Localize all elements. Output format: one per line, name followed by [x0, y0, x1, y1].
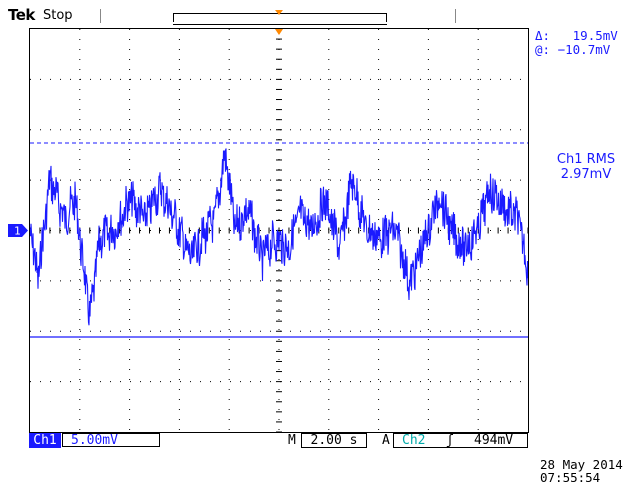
measurement-value: 2.97mV: [560, 167, 612, 182]
timebase-setting[interactable]: 2.00 s: [301, 433, 367, 448]
channel-badge[interactable]: Ch1: [29, 433, 61, 448]
trigger-setting[interactable]: Ch2 ʃ 494mV: [393, 433, 528, 448]
brand-logo: Tek: [8, 6, 35, 24]
trigger-slope-icon: ʃ: [446, 433, 454, 448]
measurement-label: Ch1 RMS: [556, 152, 616, 167]
ch1-waveform-trace: [30, 148, 528, 326]
cursor-delta-value: 19.5mV: [572, 28, 618, 43]
date-text: 28 May 2014: [540, 457, 623, 472]
trigger-prefix: A: [382, 433, 390, 448]
cursor-readout: Δ: 19.5mV @: −10.7mV: [535, 29, 618, 57]
top-tick: [100, 9, 101, 23]
vertical-scale[interactable]: 5.00mV: [62, 433, 160, 448]
acquisition-state: Stop: [43, 8, 73, 23]
waveform-display: [29, 28, 529, 433]
timestamp: 28 May 2014 07:55:54: [540, 458, 623, 484]
cursor-at-value: −10.7mV: [557, 42, 611, 57]
timebase-prefix: M: [288, 433, 296, 448]
cursor-at-label: @:: [535, 42, 551, 57]
scope-graticule-svg: [30, 29, 528, 432]
time-text: 07:55:54: [540, 470, 601, 485]
trigger-source: Ch2: [402, 433, 426, 448]
trigger-level: 494mV: [474, 433, 514, 448]
ch1-ground-marker-icon: 1: [8, 224, 28, 237]
ch1-marker-label: 1: [14, 225, 21, 238]
measurement-readout: Ch1 RMS 2.97mV: [538, 152, 634, 182]
top-tick: [455, 9, 456, 23]
trigger-position-marker-icon: [275, 10, 283, 15]
cursor-delta-label: Δ:: [535, 28, 551, 43]
trigger-point-icon: [275, 29, 283, 35]
